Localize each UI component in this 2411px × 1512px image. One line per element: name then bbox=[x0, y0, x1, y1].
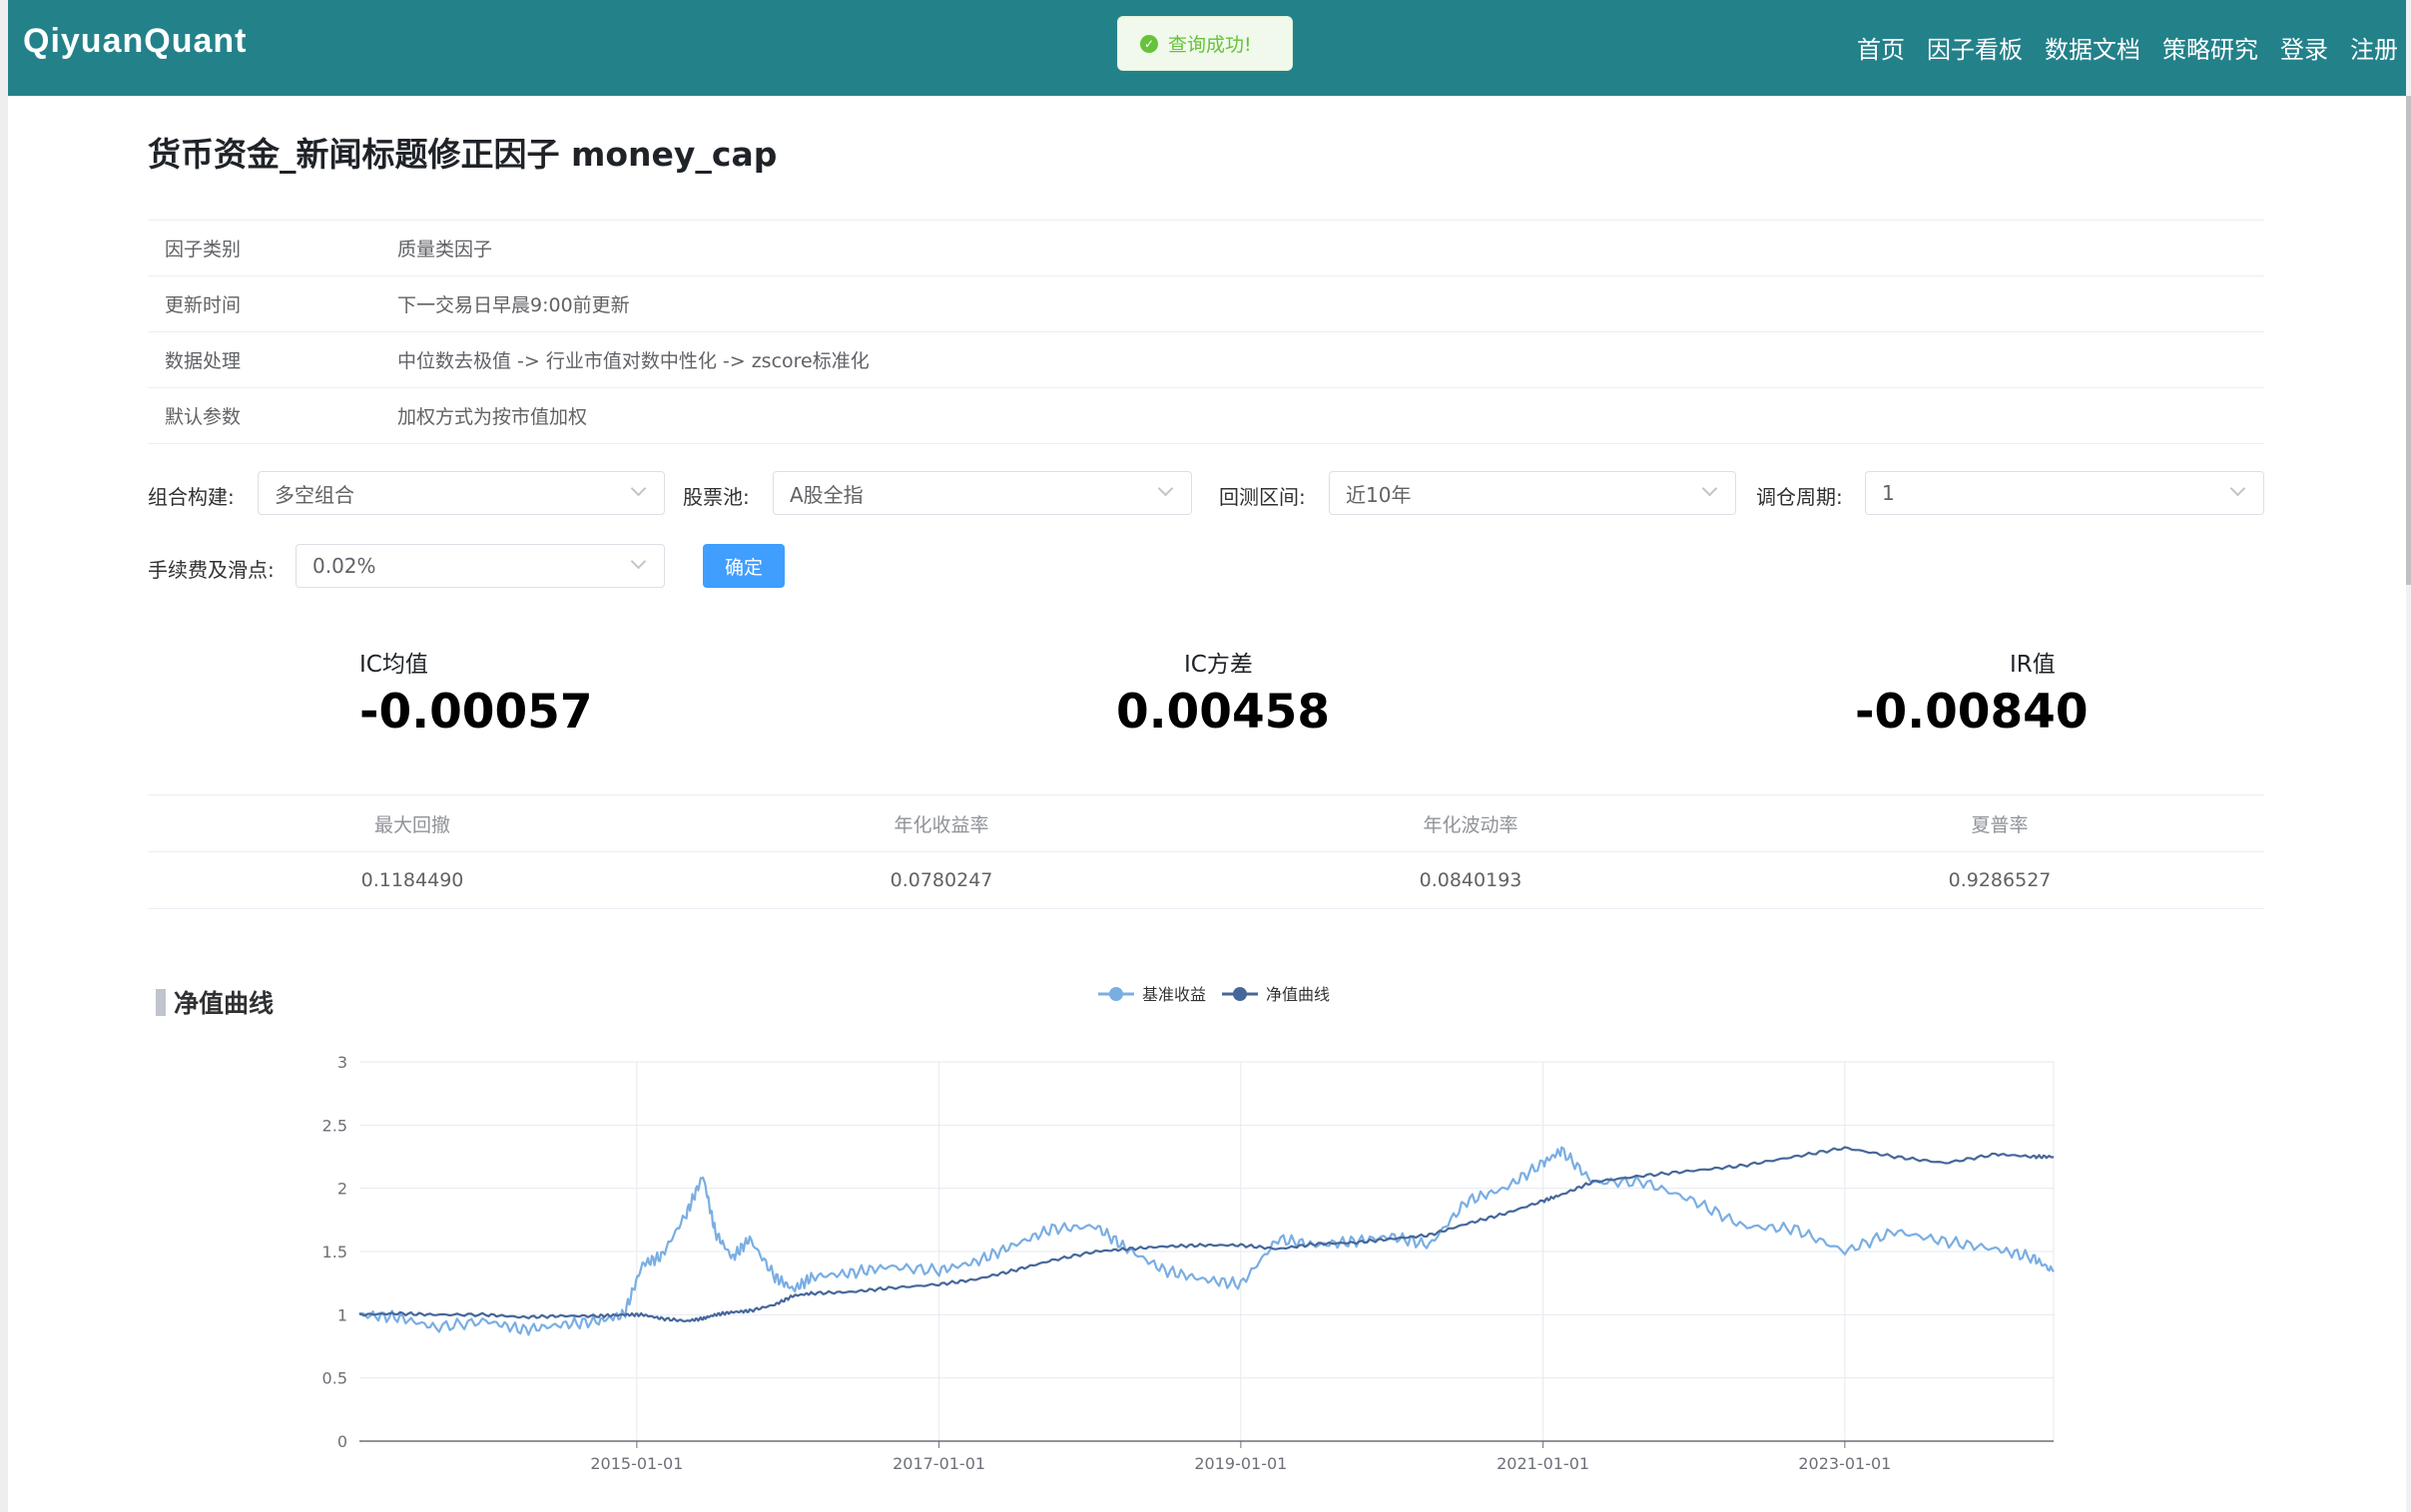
info-value: 中位数去极值 -> 行业市值对数中性化 -> zscore标准化 bbox=[397, 350, 870, 372]
y-tick-label: 1.5 bbox=[322, 1243, 347, 1261]
nav-factor-board[interactable]: 因子看板 bbox=[1927, 36, 2023, 64]
backtest-period-label: 回测区间: bbox=[1219, 485, 1306, 509]
stock-pool-select[interactable]: A股全指 bbox=[773, 471, 1192, 515]
info-value: 质量类因子 bbox=[397, 239, 493, 260]
info-key: 数据处理 bbox=[165, 350, 242, 372]
legend-swatch-dot bbox=[1109, 987, 1123, 1001]
ir-value: -0.00840 bbox=[1855, 685, 2089, 740]
page-title: 货币资金_新闻标题修正因子 money_cap bbox=[148, 135, 778, 174]
factor-info-table: 因子类别 质量类因子 更新时间 下一交易日早晨9:00前更新 数据处理 中位数去… bbox=[148, 220, 2264, 444]
backtest-period-select-value: 近10年 bbox=[1346, 482, 1412, 507]
chart-title: 净值曲线 bbox=[174, 989, 275, 1018]
fee-label: 手续费及滑点: bbox=[148, 558, 275, 582]
series-line-1 bbox=[358, 1146, 2055, 1322]
backtest-metrics-table: 最大回撤 年化收益率 年化波动率 夏普率 0.1184490 0.0780247… bbox=[148, 794, 2264, 909]
sharpe-ratio-value: 0.9286527 bbox=[1948, 869, 2052, 891]
max-drawdown-value: 0.1184490 bbox=[360, 869, 464, 891]
ic-mean-value: -0.00057 bbox=[359, 685, 593, 740]
ic-variance-value: 0.00458 bbox=[1116, 685, 1331, 740]
info-value: 加权方式为按市值加权 bbox=[397, 406, 588, 428]
fee-select-value: 0.02% bbox=[312, 554, 376, 578]
nav-home[interactable]: 首页 bbox=[1857, 36, 1905, 64]
portfolio-select[interactable]: 多空组合 bbox=[258, 471, 665, 515]
info-key: 更新时间 bbox=[165, 294, 242, 316]
y-tick-label: 2 bbox=[337, 1180, 347, 1199]
y-tick-label: 1 bbox=[337, 1305, 347, 1324]
annual-return-header: 年化收益率 bbox=[894, 813, 989, 836]
nav-strategy-research[interactable]: 策略研究 bbox=[2162, 36, 2258, 64]
nav-login[interactable]: 登录 bbox=[2280, 36, 2328, 64]
x-tick-label: 2021-01-01 bbox=[1497, 1454, 1589, 1473]
annual-volatility-header: 年化波动率 bbox=[1423, 813, 1518, 836]
annual-return-value: 0.0780247 bbox=[890, 869, 993, 891]
portfolio-label: 组合构建: bbox=[148, 485, 235, 509]
info-value: 下一交易日早晨9:00前更新 bbox=[397, 294, 630, 316]
legend-label: 净值曲线 bbox=[1266, 985, 1330, 1004]
stock-pool-label: 股票池: bbox=[683, 485, 750, 509]
sharpe-ratio-header: 夏普率 bbox=[1971, 813, 2029, 836]
info-row-category: 因子类别 质量类因子 bbox=[148, 220, 2264, 275]
metrics-header-row: 最大回撤 年化收益率 年化波动率 夏普率 bbox=[148, 794, 2264, 851]
ic-mean-label: IC均值 bbox=[359, 652, 428, 678]
series-line-0 bbox=[358, 1146, 2055, 1336]
y-tick-label: 2.5 bbox=[322, 1116, 347, 1135]
nav-menu: 首页 因子看板 数据文档 策略研究 登录 注册 bbox=[1857, 30, 2398, 65]
x-tick-label: 2019-01-01 bbox=[1194, 1454, 1287, 1473]
annual-volatility-value: 0.0840193 bbox=[1419, 869, 1522, 891]
stock-pool-select-value: A股全指 bbox=[790, 482, 864, 507]
x-tick-label: 2017-01-01 bbox=[893, 1454, 985, 1473]
max-drawdown-header: 最大回撤 bbox=[373, 813, 450, 836]
rebalance-period-select[interactable]: 1 bbox=[1865, 471, 2264, 515]
confirm-button[interactable]: 确定 bbox=[703, 544, 785, 588]
metrics-value-row: 0.1184490 0.0780247 0.0840193 0.9286527 bbox=[148, 851, 2264, 909]
x-tick-label: 2023-01-01 bbox=[1798, 1454, 1891, 1473]
success-check-icon: ✓ bbox=[1140, 34, 1158, 53]
ir-label: IR值 bbox=[2010, 652, 2056, 678]
y-tick-label: 0.5 bbox=[322, 1369, 347, 1388]
nav-data-docs[interactable]: 数据文档 bbox=[2045, 36, 2140, 64]
nav-register[interactable]: 注册 bbox=[2350, 36, 2398, 64]
info-row-update-time: 更新时间 下一交易日早晨9:00前更新 bbox=[148, 275, 2264, 331]
scrollbar-thumb[interactable] bbox=[2406, 96, 2411, 585]
legend-swatch-dot bbox=[1233, 987, 1247, 1001]
info-key: 因子类别 bbox=[165, 239, 242, 260]
rebalance-period-select-value: 1 bbox=[1882, 481, 1895, 505]
info-row-data-processing: 数据处理 中位数去极值 -> 行业市值对数中性化 -> zscore标准化 bbox=[148, 331, 2264, 387]
info-key: 默认参数 bbox=[165, 406, 242, 428]
chart-section-header: 净值曲线 bbox=[156, 984, 274, 1020]
nav-line-chart: 0 0.5 1 1.5 2 2.5 3 2015-01-01 2017-01-01 2019-01… bbox=[322, 985, 2055, 1473]
toast-message: 查询成功! bbox=[1168, 34, 1252, 56]
scrollbar-track[interactable] bbox=[2406, 0, 2411, 1512]
ic-variance-label: IC方差 bbox=[1184, 652, 1253, 678]
portfolio-select-value: 多空组合 bbox=[275, 482, 354, 507]
x-tick-label: 2015-01-01 bbox=[590, 1454, 683, 1473]
fee-select[interactable]: 0.02% bbox=[296, 544, 665, 588]
brand-logo[interactable]: QiyuanQuant bbox=[23, 22, 248, 60]
backtest-period-select[interactable]: 近10年 bbox=[1329, 471, 1736, 515]
rebalance-period-label: 调仓周期: bbox=[1756, 485, 1843, 509]
section-marker bbox=[156, 988, 166, 1016]
y-tick-label: 0 bbox=[337, 1432, 347, 1451]
legend-label: 基准收益 bbox=[1142, 985, 1206, 1004]
main-content: 货币资金_新闻标题修正因子 money_cap 因子类别 质量类因子 更新时间 … bbox=[8, 96, 2406, 1512]
info-row-default-params: 默认参数 加权方式为按市值加权 bbox=[148, 387, 2264, 444]
success-toast: ✓ 查询成功! bbox=[1117, 16, 1293, 71]
y-tick-label: 3 bbox=[337, 1053, 347, 1072]
